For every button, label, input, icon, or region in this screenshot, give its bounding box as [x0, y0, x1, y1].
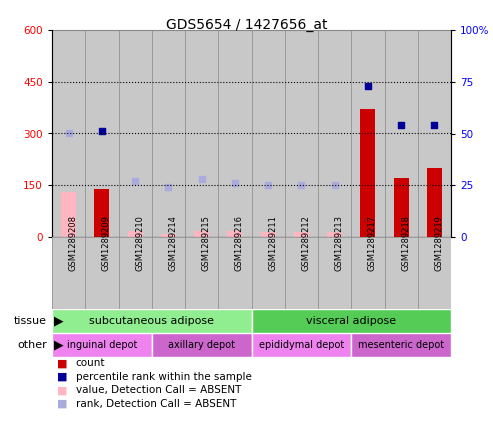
Bar [218, 30, 251, 237]
Text: axillary depot: axillary depot [168, 340, 235, 350]
Text: tissue: tissue [14, 316, 47, 326]
Bar [85, 30, 118, 237]
Bar [185, 30, 218, 237]
Bar [360, 110, 375, 237]
Bar [318, 30, 351, 237]
Bar [52, 333, 152, 357]
Point [297, 182, 305, 189]
Bar [393, 179, 409, 237]
Bar [385, 30, 418, 237]
Bar [251, 333, 351, 357]
Text: GSM1289212: GSM1289212 [301, 215, 311, 271]
Text: count: count [75, 358, 105, 368]
Bar [118, 237, 152, 309]
Text: inguinal depot: inguinal depot [67, 340, 137, 350]
Point [264, 182, 272, 189]
Point [364, 82, 372, 89]
Bar [261, 232, 276, 237]
Point [198, 176, 206, 182]
Text: other: other [17, 340, 47, 350]
Bar [152, 333, 251, 357]
Text: value, Detection Call = ABSENT: value, Detection Call = ABSENT [75, 385, 241, 396]
Text: GSM1289216: GSM1289216 [235, 215, 244, 271]
Text: GSM1289208: GSM1289208 [69, 215, 77, 271]
Bar [52, 309, 251, 333]
Bar [152, 237, 185, 309]
Text: mesenteric depot: mesenteric depot [358, 340, 444, 350]
Point [165, 184, 173, 191]
Text: subcutaneous adipose: subcutaneous adipose [89, 316, 214, 326]
Bar [351, 237, 385, 309]
Bar [185, 237, 218, 309]
Text: GSM1289214: GSM1289214 [169, 215, 177, 271]
Text: ■: ■ [57, 385, 68, 396]
Point [430, 122, 438, 129]
Text: GDS5654 / 1427656_at: GDS5654 / 1427656_at [166, 18, 327, 32]
Text: visceral adipose: visceral adipose [306, 316, 396, 326]
Bar [351, 333, 451, 357]
Bar [385, 237, 418, 309]
Text: epididymal depot: epididymal depot [259, 340, 344, 350]
Bar [285, 237, 318, 309]
Text: GSM1289213: GSM1289213 [335, 215, 344, 271]
Point [331, 182, 339, 189]
Point [397, 122, 405, 129]
Bar [251, 30, 285, 237]
Text: ■: ■ [57, 372, 68, 382]
Text: GSM1289217: GSM1289217 [368, 215, 377, 271]
Bar [118, 30, 152, 237]
Text: ■: ■ [57, 358, 68, 368]
Text: ▶: ▶ [49, 314, 63, 327]
Bar [251, 309, 451, 333]
Bar [327, 232, 342, 237]
Text: GSM1289209: GSM1289209 [102, 215, 111, 271]
Bar [152, 30, 185, 237]
Bar [61, 192, 76, 237]
Bar [52, 30, 85, 237]
Text: GSM1289211: GSM1289211 [268, 215, 277, 271]
Text: GSM1289218: GSM1289218 [401, 215, 410, 271]
Bar [318, 237, 351, 309]
Text: rank, Detection Call = ABSENT: rank, Detection Call = ABSENT [75, 399, 236, 409]
Bar [294, 232, 309, 237]
Bar [194, 231, 209, 237]
Point [231, 180, 239, 187]
Bar [418, 237, 451, 309]
Bar [418, 30, 451, 237]
Bar [52, 237, 85, 309]
Bar [351, 30, 385, 237]
Bar [161, 234, 176, 237]
Text: GSM1289219: GSM1289219 [434, 215, 443, 271]
Text: ■: ■ [57, 399, 68, 409]
Bar [251, 237, 285, 309]
Point [131, 178, 139, 184]
Text: ▶: ▶ [49, 338, 63, 352]
Bar [128, 231, 142, 237]
Bar [85, 237, 118, 309]
Text: GSM1289215: GSM1289215 [202, 215, 211, 271]
Point [65, 130, 72, 137]
Bar [94, 189, 109, 237]
Bar [285, 30, 318, 237]
Point [98, 128, 106, 135]
Text: percentile rank within the sample: percentile rank within the sample [75, 372, 251, 382]
Bar [227, 231, 243, 237]
Bar [427, 168, 442, 237]
Bar [218, 237, 251, 309]
Text: GSM1289210: GSM1289210 [135, 215, 144, 271]
